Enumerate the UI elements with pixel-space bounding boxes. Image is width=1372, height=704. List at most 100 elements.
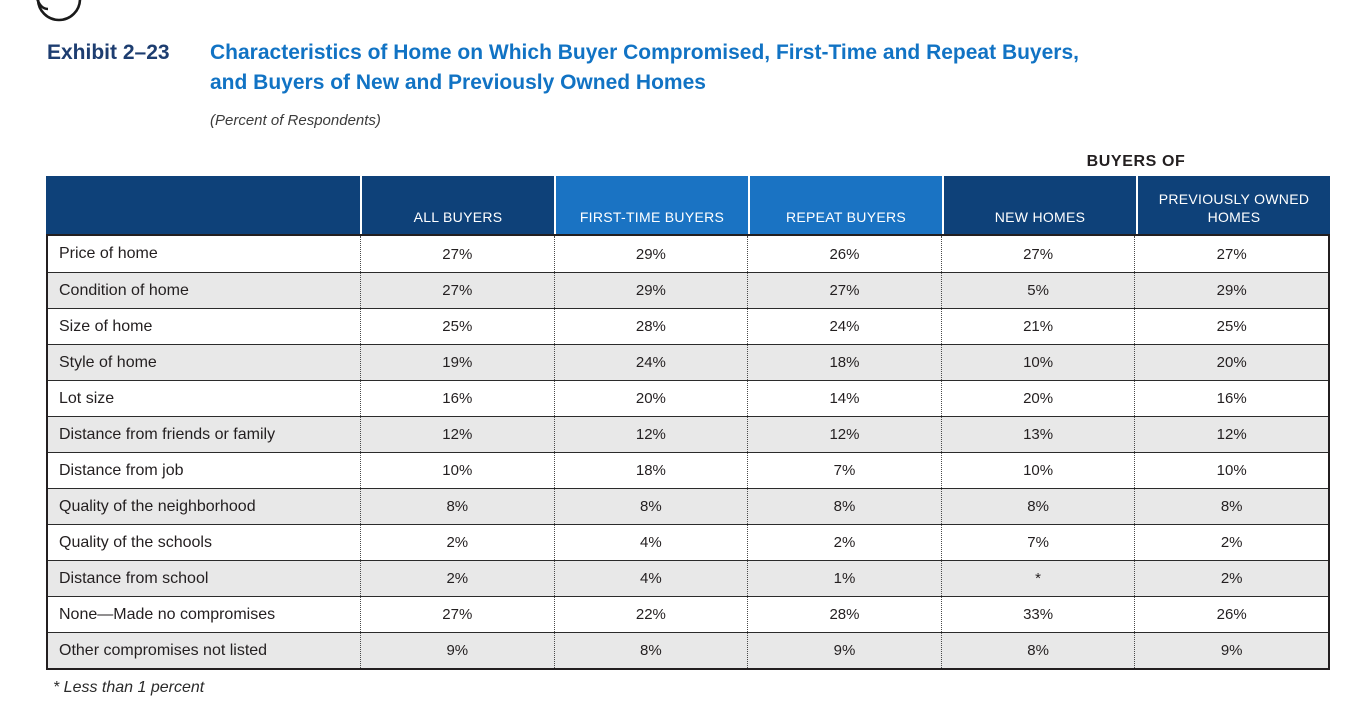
partial-circle-icon [36,0,82,22]
cell-value: 27% [747,273,941,308]
table-row: Lot size 16% 20% 14% 20% 16% [48,380,1328,416]
cell-value: 27% [1134,236,1328,272]
cell-value: 16% [360,381,554,416]
row-label: Quality of the neighborhood [59,497,256,515]
row-label: Distance from friends or family [59,425,276,443]
row-label: Quality of the schools [59,533,212,551]
cell-value: 24% [553,345,748,380]
exhibit-header: Exhibit 2–23 Characteristics of Home on … [0,0,1372,129]
cell-value: 12% [747,417,941,452]
cell-value: 8% [747,489,941,524]
cell-value: 12% [1134,417,1328,452]
cell-value: 18% [553,453,748,488]
table-row: Other compromises not listed 9% 8% 9% 8% 9% [48,632,1328,668]
row-label: Distance from school [59,569,209,587]
cell-value: * [940,561,1135,596]
cell-value: 14% [747,381,941,416]
cell-value: 25% [360,309,554,344]
cell-value: 10% [940,453,1135,488]
cell-value: 10% [940,345,1135,380]
column-header-new-homes: NEW HOMES [942,176,1136,234]
exhibit-title-line-2: and Buyers of New and Previously Owned H… [210,71,706,94]
cell-value: 2% [1134,561,1328,596]
cell-value: 27% [360,597,554,632]
row-label: Size of home [59,317,153,335]
data-table: BUYERS OF ALL BUYERS FIRST-TIME BUYERS R… [46,153,1330,670]
cell-value: 10% [360,453,554,488]
cell-value: 28% [747,597,941,632]
column-header-all-buyers: ALL BUYERS [360,176,554,234]
cell-value: 2% [1134,525,1328,560]
column-header-repeat-buyers: REPEAT BUYERS [748,176,942,234]
cell-value: 29% [553,236,748,272]
table-body: Price of home 27% 29% 26% 27% 27% Condition of… [46,234,1330,670]
cell-value: 8% [940,633,1135,668]
exhibit-title-block: Characteristics of Home on Which Buyer C… [210,38,1079,129]
cell-value: 13% [940,417,1135,452]
cell-value: 8% [360,489,554,524]
cell-value: 7% [940,525,1135,560]
cell-value: 20% [940,381,1135,416]
row-label: Other compromises not listed [59,641,268,659]
cell-value: 7% [747,453,941,488]
cell-value: 1% [747,561,941,596]
row-label: Distance from job [59,461,184,479]
corner-header-cell [46,176,360,234]
cell-value: 33% [940,597,1135,632]
cell-value: 10% [1134,453,1328,488]
cell-value: 20% [553,381,748,416]
row-label: Price of home [59,245,158,262]
cell-value: 26% [1134,597,1328,632]
cell-value: 8% [1134,489,1328,524]
cell-value: 21% [940,309,1135,344]
cell-value: 29% [1134,273,1328,308]
cell-value: 27% [360,236,554,272]
table-header-row: ALL BUYERS FIRST-TIME BUYERS REPEAT BUYE… [46,176,1330,234]
table-row: Size of home 25% 28% 24% 21% 25% [48,308,1328,344]
cell-value: 29% [553,273,748,308]
cell-value: 4% [553,561,748,596]
cell-value: 12% [553,417,748,452]
cell-value: 12% [360,417,554,452]
row-label: Style of home [59,353,157,371]
cell-value: 9% [747,633,941,668]
cell-value: 8% [553,633,748,668]
exhibit-title-line-1: Characteristics of Home on Which Buyer C… [210,41,1079,64]
cell-value: 16% [1134,381,1328,416]
table-row: Price of home 27% 29% 26% 27% 27% [48,236,1328,272]
cell-value: 2% [360,525,554,560]
exhibit-subtitle: (Percent of Respondents) [210,112,381,129]
table-row: Quality of the neighborhood 8% 8% 8% 8% 8% [48,488,1328,524]
cell-value: 26% [747,236,941,272]
row-label: Condition of home [59,281,189,299]
column-header-first-time-buyers: FIRST-TIME BUYERS [554,176,748,234]
cell-value: 28% [553,309,748,344]
table-row: Distance from school 2% 4% 1% * 2% [48,560,1328,596]
table-row: None—Made no compromises 27% 22% 28% 33% 26% [48,596,1328,632]
row-label: None—Made no compromises [59,605,276,623]
cell-value: 8% [940,489,1135,524]
cell-value: 22% [553,597,748,632]
cell-value: 4% [553,525,748,560]
table-row: Distance from friends or family 12% 12% 12%… [48,416,1328,452]
cell-value: 2% [747,525,941,560]
cell-value: 9% [360,633,554,668]
exhibit-title: Characteristics of Home on Which Buyer C… [210,38,1079,98]
cell-value: 20% [1134,345,1328,380]
column-header-previously-owned-homes: PREVIOUSLY OWNED HOMES [1136,176,1330,234]
cell-value: 8% [553,489,748,524]
table-row: Style of home 19% 24% 18% 10% 20% [48,344,1328,380]
exhibit-number: Exhibit 2–23 [47,41,170,64]
cell-value: 19% [360,345,554,380]
cell-value: 27% [360,273,554,308]
table-row: Condition of home 27% 29% 27% 5% 29% [48,272,1328,308]
cell-value: 24% [747,309,941,344]
buyers-of-group-header: BUYERS OF [1086,153,1186,170]
cell-value: 2% [360,561,554,596]
table-row: Quality of the schools 2% 4% 2% 7% 2% [48,524,1328,560]
cell-value: 25% [1134,309,1328,344]
footnote: * Less than 1 percent [53,679,205,696]
cell-value: 27% [940,236,1135,272]
cell-value: 5% [940,273,1135,308]
